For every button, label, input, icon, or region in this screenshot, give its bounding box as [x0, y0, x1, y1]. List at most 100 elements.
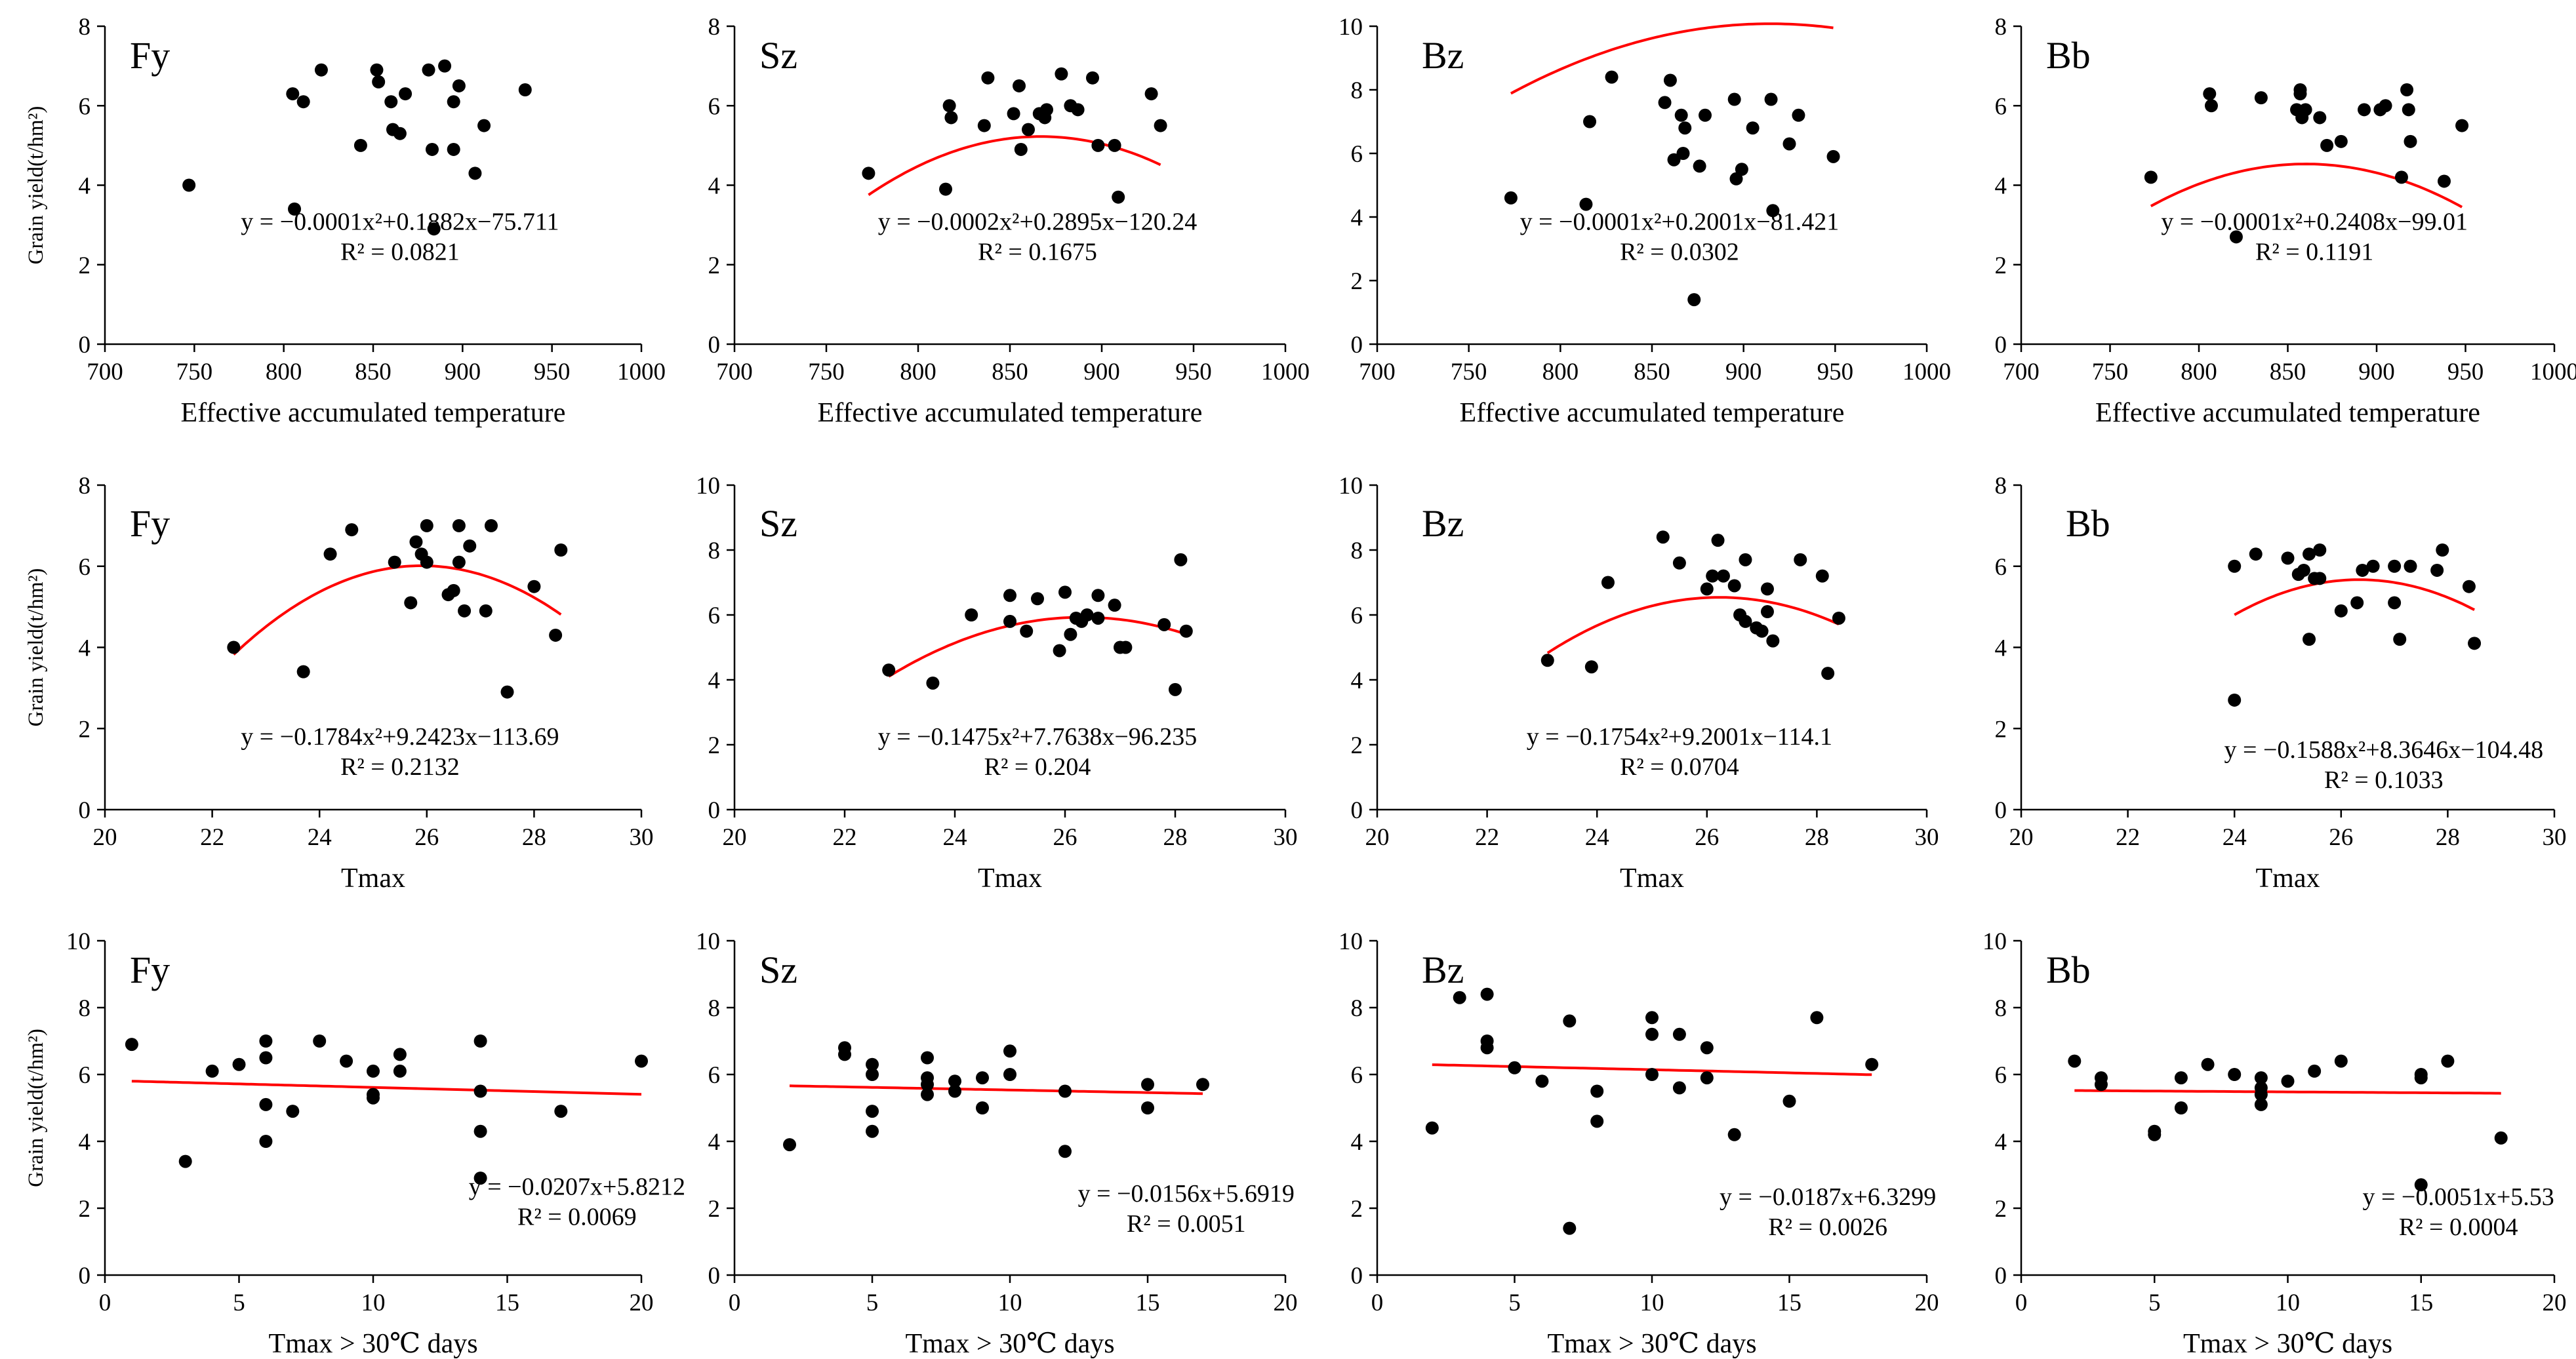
x-tick-label: 10 [361, 1290, 386, 1316]
data-point [367, 1091, 380, 1105]
data-point [2201, 1057, 2215, 1071]
y-tick-label: 0 [79, 797, 91, 824]
data-point [554, 1105, 568, 1118]
x-tick-label: 30 [1915, 824, 1939, 851]
data-point [286, 1105, 300, 1118]
data-point [1013, 79, 1026, 92]
data-point [484, 519, 498, 532]
data-point [1672, 556, 1686, 570]
y-tick-label: 2 [79, 1196, 91, 1223]
data-point [1071, 103, 1085, 117]
data-point [2379, 99, 2392, 113]
chart-panel-r3c4: 0 2 4 6 8 10 0 5 10 15 20 Tmax > 30℃ days Bb y = −0.0… [1982, 928, 2567, 1359]
data-point [1055, 67, 1068, 81]
data-point [1508, 1061, 1521, 1074]
data-point [1425, 1121, 1439, 1135]
y-tick-label: 0 [1351, 332, 1363, 359]
data-point [182, 178, 196, 192]
data-point [1865, 1057, 1879, 1071]
data-point [438, 59, 452, 73]
x-tick-label: 20 [93, 824, 117, 851]
data-point [2356, 563, 2369, 577]
panel-label: Sz [759, 502, 797, 545]
x-tick-label: 750 [808, 359, 845, 385]
data-point [372, 75, 386, 89]
r-squared-label: R² = 0.204 [984, 753, 1091, 781]
data-point [1535, 1074, 1549, 1088]
data-point [1196, 1078, 1209, 1092]
fit-curve [131, 1080, 642, 1096]
data-point [259, 1034, 273, 1048]
x-axis-title: Tmax [2256, 863, 2320, 894]
data-point [1563, 1221, 1577, 1235]
panel-label: Bb [2046, 34, 2091, 77]
x-tick-label: 30 [2543, 824, 2567, 851]
x-tick-label: 1000 [2530, 359, 2576, 385]
data-point [921, 1078, 934, 1092]
data-point [976, 1071, 989, 1085]
data-point [783, 1138, 796, 1152]
y-tick-label: 6 [1995, 93, 2007, 120]
data-point [1174, 553, 1188, 566]
data-point [1091, 611, 1105, 625]
data-point [2228, 693, 2242, 707]
panel-label: Bz [1422, 502, 1464, 545]
data-point [1676, 147, 1690, 160]
x-tick-label: 22 [833, 824, 857, 851]
data-point [2494, 1131, 2508, 1145]
x-tick-label: 800 [1542, 359, 1579, 385]
x-tick-label: 800 [900, 359, 936, 385]
data-point [1040, 103, 1053, 117]
y-tick-label: 10 [66, 928, 91, 955]
data-point [549, 628, 563, 642]
x-tick-label: 30 [1274, 824, 1298, 851]
data-point [1735, 163, 1748, 176]
data-point [1782, 137, 1796, 151]
x-tick-label: 28 [1163, 824, 1188, 851]
y-tick-label: 8 [708, 995, 721, 1022]
data-point [1154, 119, 1167, 132]
data-point [926, 676, 940, 690]
data-point [862, 167, 875, 180]
x-tick-label: 28 [2436, 824, 2460, 851]
chart-panel-r3c1: 0 2 4 6 8 10 0 5 10 15 20 Tmax > 30℃ days Grain yiel… [24, 928, 685, 1359]
data-point [1007, 107, 1020, 121]
data-point [479, 604, 493, 618]
x-tick-label: 15 [2409, 1290, 2433, 1316]
data-point [1782, 1094, 1796, 1108]
data-point [1810, 1011, 1824, 1025]
data-point [404, 596, 418, 610]
x-tick-label: 0 [1371, 1290, 1384, 1316]
data-point [314, 63, 328, 77]
data-point [976, 1101, 989, 1114]
data-point [125, 1038, 138, 1052]
data-point [2334, 1054, 2348, 1068]
x-tick-label: 850 [355, 359, 392, 385]
data-point [393, 1048, 407, 1061]
data-point [948, 1084, 961, 1098]
regression-equation: y = −0.1784x²+9.2423x−113.69 [241, 723, 559, 751]
data-point [447, 583, 460, 597]
data-point [1729, 172, 1743, 186]
data-point [1108, 599, 1121, 612]
regression-equation: y = −0.0002x²+0.2895x−120.24 [878, 208, 1197, 235]
data-point [2249, 547, 2263, 561]
fit-curve [2074, 1089, 2501, 1095]
regression-equation: y = −0.0207x+5.8212 [469, 1173, 685, 1201]
y-tick-label: 4 [1995, 173, 2007, 200]
chart-panel-r1c4: 0 2 4 6 8 700 750 800 850 900 950 1000 Effective acc… [1995, 14, 2576, 428]
data-point [2174, 1071, 2188, 1085]
fit-curve [888, 616, 1187, 678]
y-tick-label: 8 [1995, 473, 2007, 500]
data-point [838, 1048, 851, 1061]
data-point [286, 87, 300, 101]
data-point [1091, 138, 1105, 152]
y-tick-label: 6 [708, 602, 721, 629]
data-point [367, 1064, 380, 1078]
data-point [463, 539, 477, 553]
x-tick-label: 800 [2181, 359, 2217, 385]
data-point [2358, 103, 2371, 117]
data-point [473, 1084, 487, 1098]
y-tick-label: 4 [1351, 1129, 1363, 1156]
